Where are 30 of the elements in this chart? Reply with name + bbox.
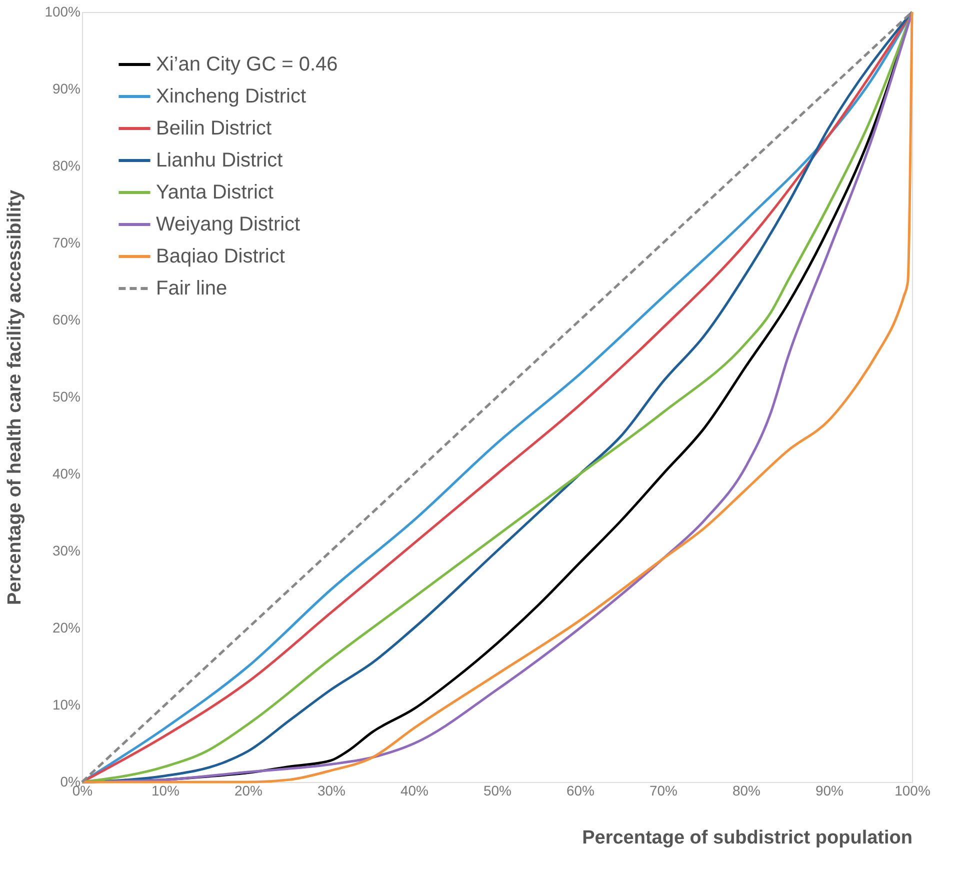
x-tick-label: 70% <box>649 782 678 798</box>
legend-label: Baqiao District <box>156 246 286 268</box>
legend-label: Beilin District <box>156 118 272 140</box>
legend-label: Yanta District <box>156 182 274 204</box>
y-tick-label: 40% <box>52 466 80 482</box>
x-tick-label: 60% <box>566 782 595 798</box>
legend-label: Weiyang District <box>156 214 301 236</box>
x-tick-label: 50% <box>483 782 512 798</box>
legend-label: Xincheng District <box>156 86 306 108</box>
y-tick-label: 60% <box>52 312 80 328</box>
x-axis-title: Percentage of subdistrict population <box>582 828 912 848</box>
x-tick-label: 20% <box>234 782 263 798</box>
x-tick-label: 30% <box>317 782 346 798</box>
y-tick-label: 80% <box>52 158 80 174</box>
legend-label: Xi’an City GC = 0.46 <box>156 54 338 76</box>
y-tick-label: 100% <box>44 4 80 20</box>
x-tick-label: 90% <box>815 782 844 798</box>
y-tick-label: 10% <box>52 696 80 712</box>
y-tick-label: 50% <box>52 388 80 404</box>
legend-label: Fair line <box>156 278 228 300</box>
legend-label: Lianhu District <box>156 150 284 172</box>
x-tick-label: 100% <box>894 782 930 798</box>
y-axis-title: Percentage of health care facility accessibility <box>4 190 26 606</box>
y-tick-label: 90% <box>52 80 80 96</box>
y-tick-label: 30% <box>52 542 80 558</box>
x-tick-label: 40% <box>400 782 429 798</box>
y-tick-label: 70% <box>52 234 80 250</box>
x-tick-label: 80% <box>732 782 761 798</box>
y-tick-label: 20% <box>52 620 80 636</box>
x-tick-label: 10% <box>151 782 180 798</box>
